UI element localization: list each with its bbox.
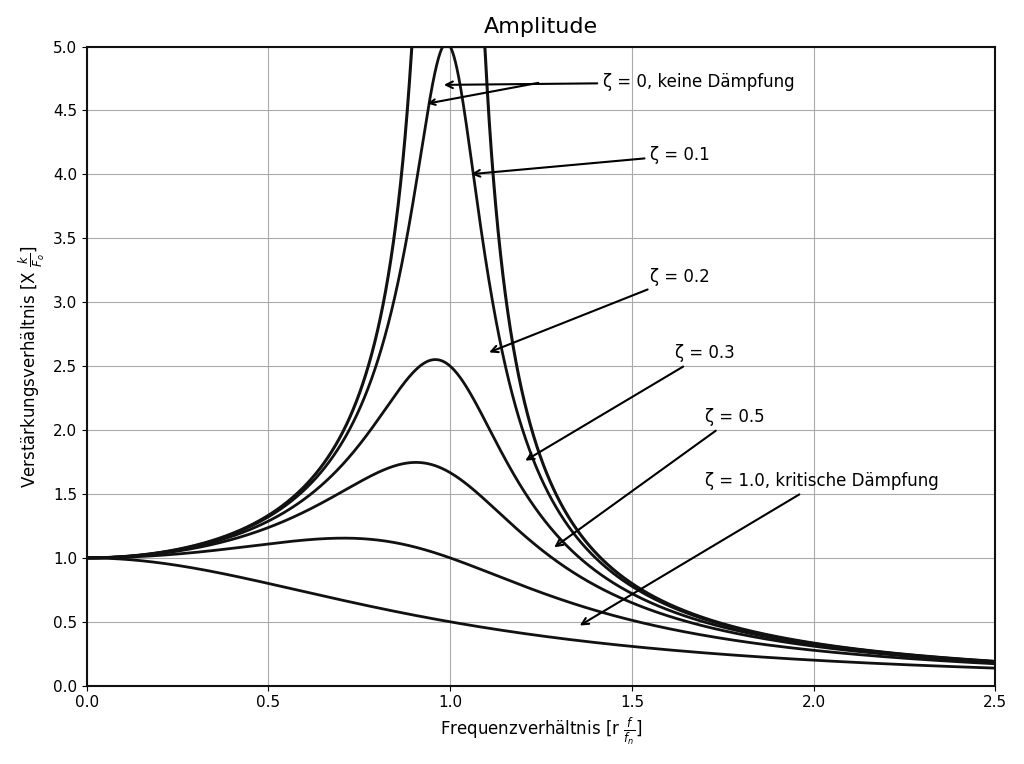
Text: ζ = 0.5: ζ = 0.5 [556, 408, 764, 546]
Text: ζ = 1.0, kritische Dämpfung: ζ = 1.0, kritische Dämpfung [582, 472, 938, 624]
Text: ζ = 0.3: ζ = 0.3 [527, 345, 735, 459]
Y-axis label: Verstärkungsverhältnis [X $\frac{k}{F_o}$]: Verstärkungsverhältnis [X $\frac{k}{F_o}… [16, 244, 47, 487]
Text: ζ = 0.2: ζ = 0.2 [492, 267, 710, 352]
Title: Amplitude: Amplitude [484, 17, 598, 37]
X-axis label: Frequenzverhältnis [r $\frac{f}{f_n}$]: Frequenzverhältnis [r $\frac{f}{f_n}$] [440, 716, 642, 747]
Text: ζ = 0.1: ζ = 0.1 [473, 146, 710, 176]
Text: ζ = 0, keine Dämpfung: ζ = 0, keine Dämpfung [446, 73, 795, 92]
